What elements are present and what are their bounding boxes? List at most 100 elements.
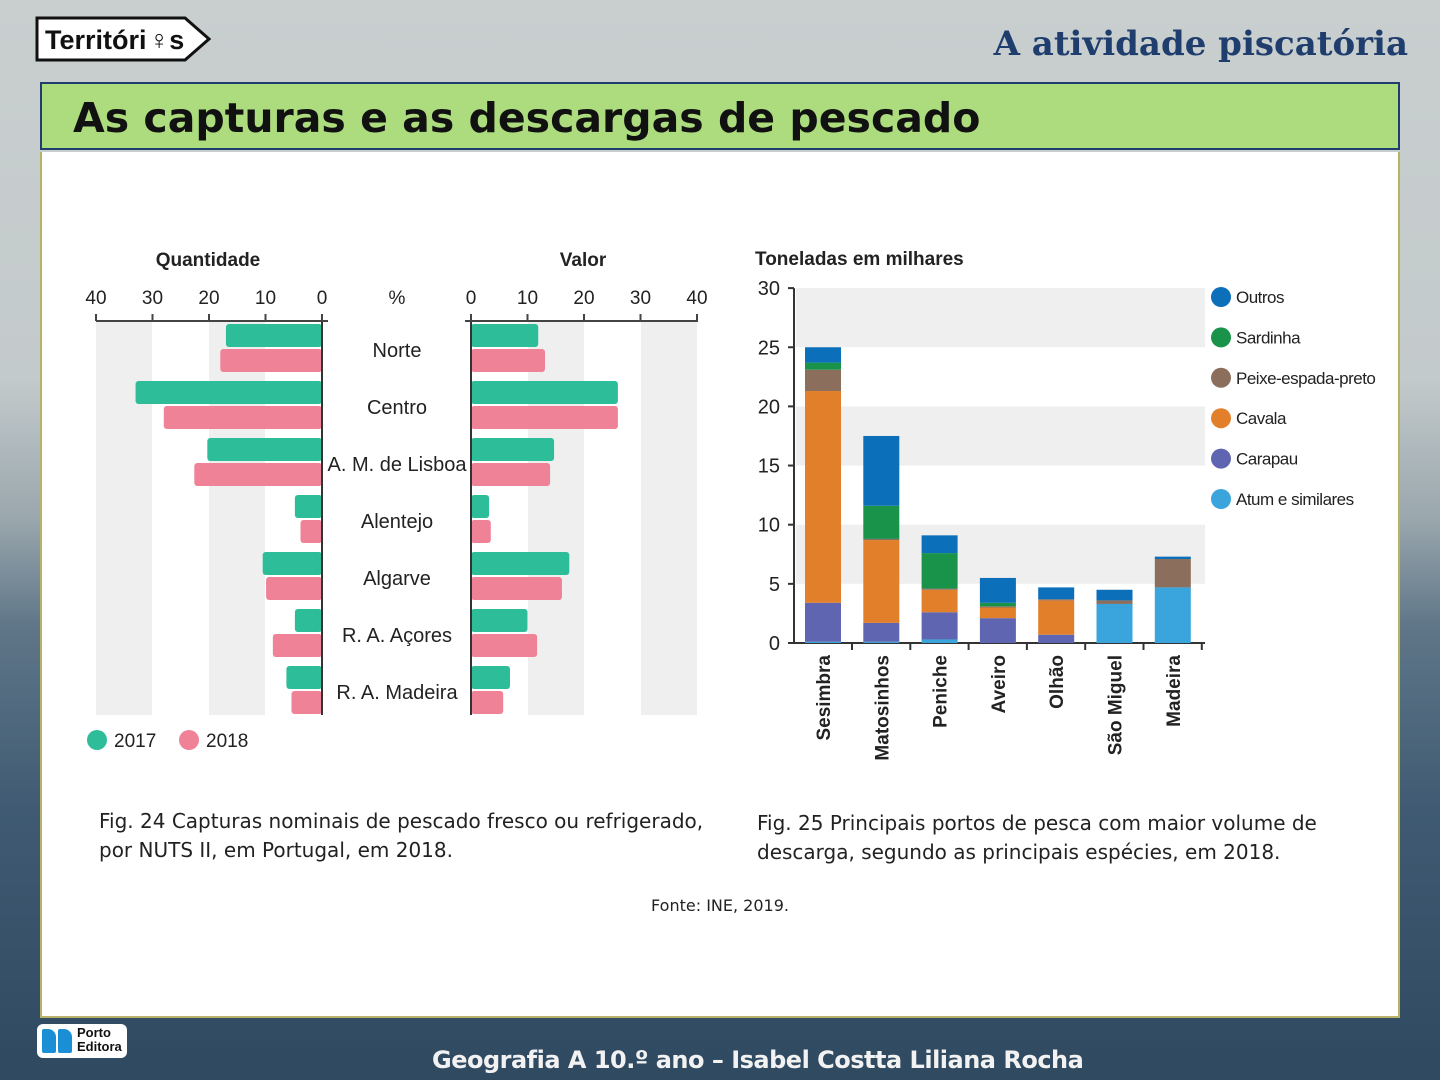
bar-quantidade-2017 bbox=[207, 438, 322, 461]
bar-segment-cavala bbox=[863, 540, 900, 623]
bar-quantidade-2018 bbox=[272, 634, 322, 657]
bar-quantidade-2018 bbox=[220, 349, 322, 372]
bar-segment-sardinha bbox=[921, 553, 958, 589]
grid-band bbox=[796, 288, 1205, 348]
bar-valor-2017 bbox=[471, 495, 490, 518]
bar-quantidade-2018 bbox=[300, 520, 322, 543]
bar-quantidade-2017 bbox=[225, 324, 322, 347]
legend-marker bbox=[1211, 408, 1231, 429]
bar-segment-cavala bbox=[805, 391, 841, 603]
category-label: Alentejo bbox=[361, 511, 433, 533]
tick-label: 10 bbox=[517, 288, 538, 309]
tick-label: 20 bbox=[198, 288, 219, 309]
bar-valor-2018 bbox=[471, 463, 551, 486]
grid-band bbox=[209, 322, 265, 715]
bar-segment-outros bbox=[1096, 589, 1133, 601]
tick-label: 40 bbox=[85, 288, 106, 309]
bar-valor-2018 bbox=[471, 349, 546, 372]
bar-segment-cavala bbox=[1038, 600, 1075, 635]
bar-valor-2017 bbox=[471, 666, 510, 689]
bar-valor-2017 bbox=[471, 324, 539, 347]
porto-editora-logo: Porto Editora bbox=[37, 1024, 127, 1058]
axis-title-quantidade: Quantidade bbox=[156, 250, 261, 271]
tick-label: 30 bbox=[142, 288, 163, 309]
bar-quantidade-2017 bbox=[294, 495, 322, 518]
y-axis-title: Toneladas em milhares bbox=[755, 249, 964, 270]
category-label: Centro bbox=[367, 397, 427, 419]
category-label: Sesimbra bbox=[814, 655, 835, 741]
tick-label: 0 bbox=[769, 633, 780, 655]
bar-quantidade-2018 bbox=[163, 406, 322, 429]
bar-segment-cavala bbox=[921, 589, 958, 613]
bar-segment-peixe-espada-preto bbox=[1038, 599, 1075, 601]
bar-valor-2017 bbox=[471, 552, 570, 575]
bar-segment-outros bbox=[1154, 556, 1191, 560]
bar-segment-outros bbox=[863, 435, 900, 506]
category-label: Olhão bbox=[1047, 655, 1068, 709]
category-label: Matosinhos bbox=[872, 655, 893, 761]
category-label: R. A. Açores bbox=[342, 625, 452, 647]
caption-line: Fig. 25 Principais portos de pesca com m… bbox=[757, 811, 1317, 835]
bar-segment-carapau bbox=[921, 612, 958, 640]
fig24-caption: Fig. 24 Capturas nominais de pescado fre… bbox=[99, 807, 703, 865]
bar-valor-2018 bbox=[471, 520, 491, 543]
bar-quantidade-2018 bbox=[194, 463, 322, 486]
tick-label: 5 bbox=[769, 574, 780, 596]
bar-segment-atum-e-similares bbox=[805, 641, 841, 643]
legend-marker bbox=[1211, 367, 1231, 388]
legend-label: Carapau bbox=[1236, 450, 1298, 469]
legend-label: Atum e similares bbox=[1236, 490, 1354, 509]
category-label: Madeira bbox=[1164, 655, 1185, 727]
bar-segment-outros bbox=[921, 535, 958, 554]
bar-segment-carapau bbox=[805, 602, 841, 642]
legend-label: 2018 bbox=[206, 731, 248, 752]
legend-marker bbox=[1211, 287, 1231, 307]
bar-quantidade-2017 bbox=[294, 609, 322, 632]
bar-segment-peixe-espada-preto bbox=[1096, 600, 1133, 604]
bar-segment-cavala bbox=[979, 607, 1016, 619]
title-bar: As capturas e as descargas de pescado bbox=[40, 82, 1400, 150]
grid-band bbox=[528, 322, 584, 715]
bar-segment-atum-e-similares bbox=[1096, 603, 1133, 643]
bar-quantidade-2017 bbox=[262, 552, 322, 575]
tick-label: 20 bbox=[758, 396, 780, 418]
bar-valor-2018 bbox=[471, 406, 618, 429]
caption-line: descarga, segundo as principais espécies… bbox=[757, 840, 1281, 864]
bar-segment-atum-e-similares bbox=[921, 639, 958, 643]
tick-label: 15 bbox=[758, 456, 780, 478]
grid-band bbox=[641, 322, 697, 715]
bar-segment-peixe-espada-preto bbox=[979, 606, 1016, 608]
legend-label: Sardinha bbox=[1236, 328, 1301, 347]
bar-segment-peixe-espada-preto bbox=[921, 588, 958, 590]
caption-line: Fig. 24 Capturas nominais de pescado fre… bbox=[99, 809, 704, 833]
bar-quantidade-2018 bbox=[266, 577, 322, 600]
bar-quantidade-2017 bbox=[135, 381, 322, 404]
category-label: R. A. Madeira bbox=[336, 682, 458, 704]
legend-marker bbox=[1211, 327, 1231, 348]
bar-segment-carapau bbox=[863, 622, 900, 642]
tick-label: 0 bbox=[317, 288, 328, 309]
tick-label: 30 bbox=[758, 278, 780, 300]
tick-label: 10 bbox=[758, 515, 780, 537]
category-label: Aveiro bbox=[989, 655, 1010, 713]
category-label: Norte bbox=[373, 340, 422, 362]
bar-segment-carapau bbox=[1038, 634, 1075, 643]
tick-label: 10 bbox=[255, 288, 276, 309]
tick-label: 40 bbox=[686, 288, 707, 309]
legend-marker bbox=[1211, 489, 1231, 509]
bar-segment-outros bbox=[1038, 587, 1075, 600]
bar-valor-2017 bbox=[471, 381, 618, 404]
territorios-logo: Territóri ♀s bbox=[35, 16, 211, 62]
svg-text:Territóri: Territóri bbox=[45, 25, 147, 55]
bar-quantidade-2017 bbox=[286, 666, 322, 689]
bar-segment-carapau bbox=[979, 618, 1016, 643]
bar-valor-2018 bbox=[471, 691, 504, 714]
bar-segment-peixe-espada-preto bbox=[1154, 559, 1191, 588]
tick-label: 25 bbox=[758, 337, 780, 359]
bar-segment-atum-e-similares bbox=[863, 641, 900, 643]
bar-segment-sardinha bbox=[863, 505, 900, 539]
bar-segment-outros bbox=[805, 347, 841, 363]
bar-segment-sardinha bbox=[805, 362, 841, 370]
bar-valor-2017 bbox=[471, 609, 528, 632]
